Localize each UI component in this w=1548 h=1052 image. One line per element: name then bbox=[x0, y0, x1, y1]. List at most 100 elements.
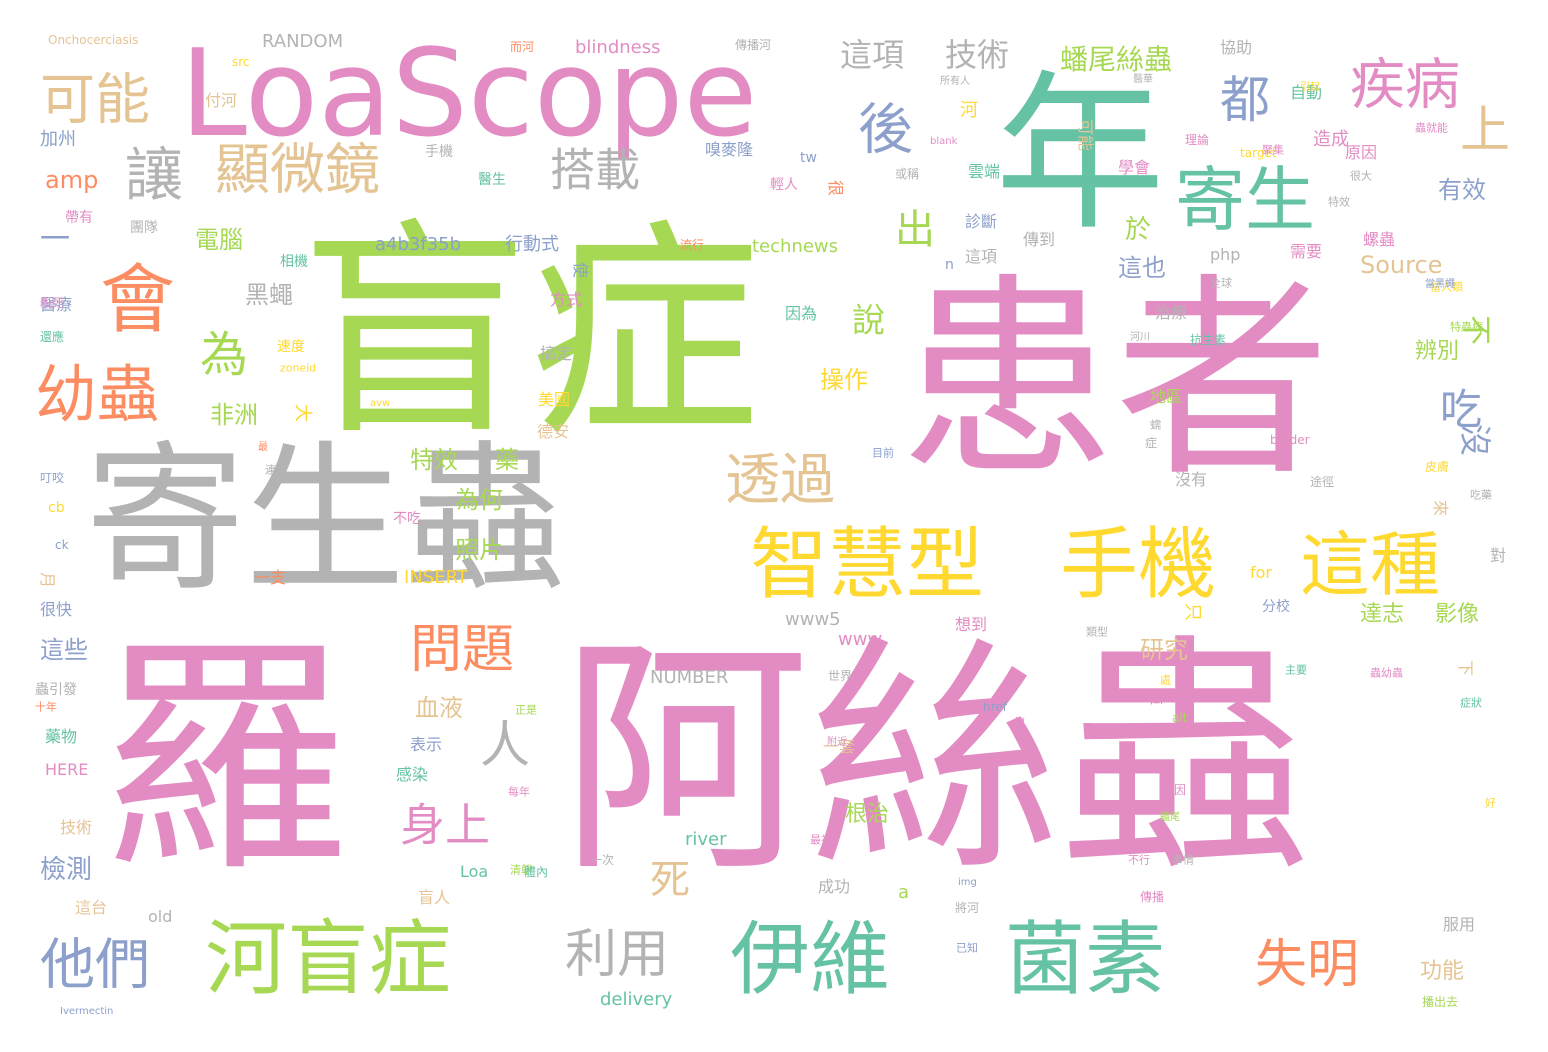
cloud-word-175: 吃藥 bbox=[1470, 488, 1492, 502]
cloud-word-118: 德安 bbox=[537, 422, 570, 441]
cloud-word-204: 症 bbox=[1145, 436, 1158, 450]
cloud-word-69: Onchocerciasis bbox=[48, 33, 139, 47]
cloud-word-182: 很大 bbox=[1350, 169, 1372, 183]
cloud-word-0: 羅 bbox=[100, 614, 350, 905]
cloud-word-13: 寄生 bbox=[1175, 159, 1315, 241]
cloud-word-27: 為 bbox=[200, 327, 249, 383]
cloud-word-130: 每年 bbox=[508, 785, 530, 799]
cloud-word-57: 檢測 bbox=[40, 855, 93, 885]
cloud-word-126: 十年 bbox=[35, 700, 57, 714]
cloud-word-119: 大 bbox=[292, 404, 313, 422]
cloud-word-134: 成功 bbox=[818, 877, 851, 896]
cloud-word-138: 最初 bbox=[810, 833, 832, 847]
cloud-word-85: a bbox=[898, 882, 910, 903]
cloud-word-40: 黑蠅 bbox=[245, 281, 293, 309]
cloud-word-63: 根治 bbox=[845, 802, 890, 827]
cloud-word-165: 造成 bbox=[1313, 129, 1349, 150]
cloud-word-29: 問題 bbox=[410, 620, 515, 680]
cloud-word-91: src bbox=[232, 55, 250, 69]
cloud-word-4: 寄生蟲 bbox=[85, 426, 566, 613]
cloud-word-71: INSERT bbox=[404, 567, 468, 588]
cloud-word-121: 一支 bbox=[254, 568, 287, 587]
cloud-word-97: 而河 bbox=[510, 40, 535, 54]
cloud-word-187: 引起 bbox=[1300, 82, 1320, 93]
cloud-word-72: www5 bbox=[785, 609, 841, 630]
cloud-word-117: 美國 bbox=[538, 390, 571, 409]
cloud-word-179: 症狀 bbox=[1460, 696, 1482, 710]
cloud-word-74: delivery bbox=[600, 989, 673, 1010]
cloud-word-24: 上 bbox=[1460, 101, 1510, 159]
cloud-word-88: img bbox=[958, 877, 977, 888]
cloud-word-127: 藥物 bbox=[45, 727, 78, 746]
cloud-word-133: 盲人 bbox=[418, 888, 451, 907]
cloud-word-49: 有效 bbox=[1438, 176, 1486, 204]
cloud-word-159: 治療 bbox=[1155, 303, 1188, 322]
cloud-word-193: 目前 bbox=[872, 446, 894, 460]
cloud-word-129: 感染 bbox=[396, 765, 429, 784]
cloud-word-189: 理論 bbox=[1185, 133, 1210, 147]
cloud-word-62: 功能 bbox=[1420, 959, 1465, 984]
cloud-word-50: 沒 bbox=[1456, 423, 1494, 457]
cloud-word-122: 一種 bbox=[320, 572, 340, 583]
cloud-word-84: n bbox=[945, 257, 954, 273]
cloud-word-11: 手機 bbox=[1060, 520, 1217, 610]
cloud-word-83: tw bbox=[800, 150, 817, 166]
cloud-word-95: Ivermectin bbox=[60, 1006, 114, 1017]
cloud-word-92: blank bbox=[930, 136, 958, 147]
cloud-word-174: 皮膚 bbox=[1425, 460, 1450, 474]
cloud-word-39: 電腦 bbox=[195, 226, 243, 254]
cloud-word-60: 達志 bbox=[1360, 602, 1405, 627]
cloud-word-3: 患者 bbox=[900, 254, 1330, 506]
cloud-word-108: 團隊 bbox=[130, 220, 158, 236]
cloud-word-203: 傳 bbox=[1013, 716, 1026, 730]
cloud-word-53: 這也 bbox=[1118, 254, 1166, 282]
cloud-word-194: 連續 bbox=[265, 463, 287, 477]
cloud-word-146: 事情 bbox=[1172, 853, 1194, 867]
cloud-word-43: 藥 bbox=[495, 446, 519, 474]
cloud-word-196: 叮咬 bbox=[40, 471, 65, 485]
cloud-word-147: 不行 bbox=[1128, 853, 1150, 867]
cloud-word-106: 很 bbox=[826, 179, 845, 197]
cloud-word-171: 全球 bbox=[1210, 276, 1232, 290]
cloud-word-33: 吃 bbox=[1440, 385, 1483, 434]
cloud-word-105: 輕人 bbox=[770, 177, 798, 193]
cloud-word-10: 智慧型 bbox=[750, 520, 985, 610]
cloud-word-104: 嗅麥隆 bbox=[705, 140, 754, 159]
cloud-word-132: 這台 bbox=[75, 898, 108, 917]
cloud-word-158: 地區 bbox=[1150, 387, 1183, 406]
cloud-word-78: Loa bbox=[460, 862, 489, 881]
cloud-word-160: 抗生素 bbox=[1190, 333, 1227, 347]
cloud-word-42: 特效 bbox=[410, 446, 458, 474]
cloud-word-12: 這種 bbox=[1300, 524, 1440, 606]
cloud-word-94: border bbox=[1270, 433, 1310, 447]
cloud-word-86: href bbox=[983, 700, 1007, 714]
cloud-word-32: 出 bbox=[895, 207, 935, 253]
cloud-word-102: 加州 bbox=[40, 129, 76, 150]
cloud-word-82: ck bbox=[55, 538, 69, 552]
cloud-word-61: 影像 bbox=[1435, 602, 1480, 627]
cloud-word-23: 疾病 bbox=[1350, 52, 1461, 117]
cloud-word-148: 已知 bbox=[956, 941, 978, 955]
cloud-word-65: 行動式 bbox=[505, 234, 559, 255]
cloud-word-48: 這些 bbox=[40, 636, 88, 664]
cloud-word-22: 透過 bbox=[725, 447, 836, 512]
cloud-word-112: 速度 bbox=[277, 339, 305, 355]
cloud-word-188: 聚集 bbox=[1262, 143, 1284, 157]
cloud-word-34: 死 bbox=[650, 857, 690, 903]
cloud-word-96: 可能 bbox=[1076, 118, 1095, 152]
cloud-word-99: 協助 bbox=[1220, 38, 1253, 57]
cloud-word-184: 特蟲病 bbox=[1450, 320, 1483, 334]
cloud-word-113: 使 bbox=[571, 261, 590, 279]
cloud-word-170: 這項 bbox=[965, 247, 998, 266]
cloud-word-137: 附近 bbox=[827, 737, 847, 748]
cloud-word-6: LoaScope bbox=[180, 25, 758, 164]
cloud-word-169: 傳到 bbox=[1023, 230, 1056, 249]
cloud-word-153: 下 bbox=[1456, 659, 1475, 677]
cloud-word-38: 說 bbox=[852, 300, 885, 340]
cloud-word-47: 研究 bbox=[1140, 636, 1188, 664]
cloud-word-192: 流行 bbox=[680, 238, 705, 252]
cloud-word-131: 技術 bbox=[60, 818, 93, 837]
cloud-word-124: 很快 bbox=[40, 600, 73, 619]
cloud-word-114: 方式 bbox=[550, 290, 583, 309]
cloud-word-180: 好 bbox=[1485, 796, 1496, 810]
